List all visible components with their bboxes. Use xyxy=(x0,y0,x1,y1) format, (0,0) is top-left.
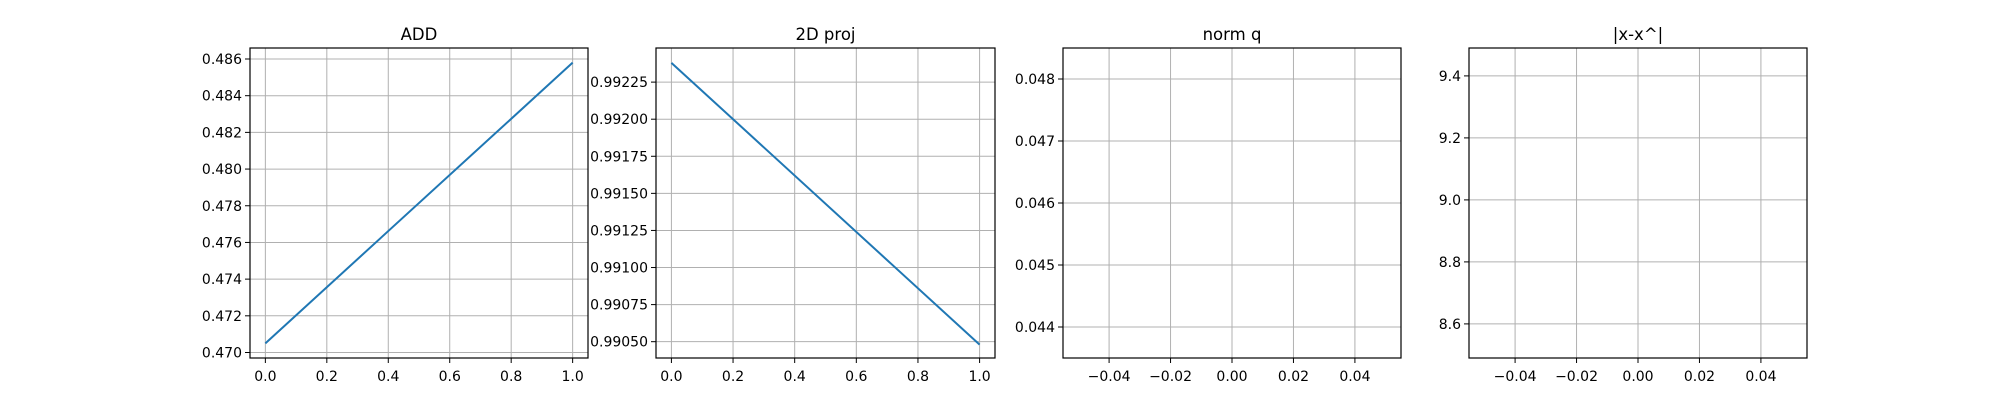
x-tick-label: 1.0 xyxy=(968,369,990,385)
y-tick-label: 0.99150 xyxy=(590,186,648,202)
x-tick-label: 0.2 xyxy=(316,369,338,385)
x-tick-label: 0.6 xyxy=(845,369,867,385)
axes-frame xyxy=(655,47,996,359)
y-tick-label: 0.472 xyxy=(202,309,242,325)
x-tick-label: 0.00 xyxy=(1622,369,1653,385)
x-tick-label: −0.02 xyxy=(1555,369,1598,385)
subplot-title: |x-x^| xyxy=(1613,25,1663,44)
x-tick-label: 0.0 xyxy=(660,369,682,385)
subplot-3: −0.04 −0.02 0.00 0.02 0.04 0.044 0.045 0.046 0.0… xyxy=(1015,25,1402,385)
y-tick-label: 0.484 xyxy=(202,89,242,105)
subplot-1: 0.0 0.2 0.4 0.6 0.8 1.0 0.470 0.472 0.474 0.476 0.… xyxy=(202,25,589,385)
x-tick-label: 0.02 xyxy=(1684,369,1715,385)
y-tick-label: 0.99050 xyxy=(590,335,648,351)
y-tick-label: 0.99075 xyxy=(590,298,648,314)
y-tick-label: 0.99100 xyxy=(590,261,648,277)
x-tick-label: 0.4 xyxy=(784,369,806,385)
x-tick-label: −0.04 xyxy=(1494,369,1537,385)
x-tick-label: 0.4 xyxy=(377,369,399,385)
y-tick-label: 0.478 xyxy=(202,199,242,215)
series-line xyxy=(670,62,981,346)
x-tick-label: −0.04 xyxy=(1088,369,1131,385)
x-tick-label: 0.04 xyxy=(1745,369,1776,385)
x-tick-label: −0.02 xyxy=(1149,369,1192,385)
axes-frame xyxy=(1468,47,1808,359)
y-tick-label: 0.480 xyxy=(202,162,242,178)
x-tick-label: 0.8 xyxy=(500,369,522,385)
x-tick-label: 0.8 xyxy=(907,369,929,385)
axes-frame xyxy=(249,47,589,359)
y-tick-label: 0.486 xyxy=(202,52,242,68)
y-tick-label: 0.99125 xyxy=(590,223,648,239)
y-tick-label: 9.2 xyxy=(1439,131,1461,147)
x-tick-label: 0.2 xyxy=(722,369,744,385)
y-tick-label: 0.476 xyxy=(202,235,242,251)
subplot-title: ADD xyxy=(401,25,438,44)
series-line xyxy=(264,61,574,345)
y-tick-label: 0.044 xyxy=(1015,320,1055,336)
y-tick-label: 9.4 xyxy=(1439,69,1461,85)
y-tick-label: 0.99225 xyxy=(590,75,648,91)
y-tick-label: 0.99200 xyxy=(590,112,648,128)
x-tick-label: 1.0 xyxy=(562,369,584,385)
y-tick-label: 0.048 xyxy=(1015,72,1055,88)
x-tick-label: 0.04 xyxy=(1339,369,1370,385)
y-tick-label: 0.470 xyxy=(202,345,242,361)
x-tick-label: 0.0 xyxy=(254,369,276,385)
y-tick-label: 9.0 xyxy=(1439,193,1461,209)
axes-frame xyxy=(1062,47,1402,359)
subplot-title: 2D proj xyxy=(795,25,855,44)
y-tick-label: 0.046 xyxy=(1015,196,1055,212)
subplot-4: −0.04 −0.02 0.00 0.02 0.04 8.6 8.8 9.0 9.2 9.4 |x-… xyxy=(1439,25,1808,385)
y-tick-label: 8.8 xyxy=(1439,255,1461,271)
x-tick-label: 0.02 xyxy=(1278,369,1309,385)
y-tick-label: 8.6 xyxy=(1439,317,1461,333)
x-tick-label: 0.6 xyxy=(439,369,461,385)
subplot-title: norm q xyxy=(1203,25,1262,44)
subplot-2: 0.0 0.2 0.4 0.6 0.8 1.0 0.99050 0.99075 0.99100 0… xyxy=(590,25,996,385)
y-tick-label: 0.047 xyxy=(1015,134,1055,150)
x-tick-label: 0.00 xyxy=(1216,369,1247,385)
y-tick-label: 0.045 xyxy=(1015,258,1055,274)
y-tick-label: 0.474 xyxy=(202,272,242,288)
y-tick-label: 0.99175 xyxy=(590,149,648,165)
y-tick-label: 0.482 xyxy=(202,125,242,141)
